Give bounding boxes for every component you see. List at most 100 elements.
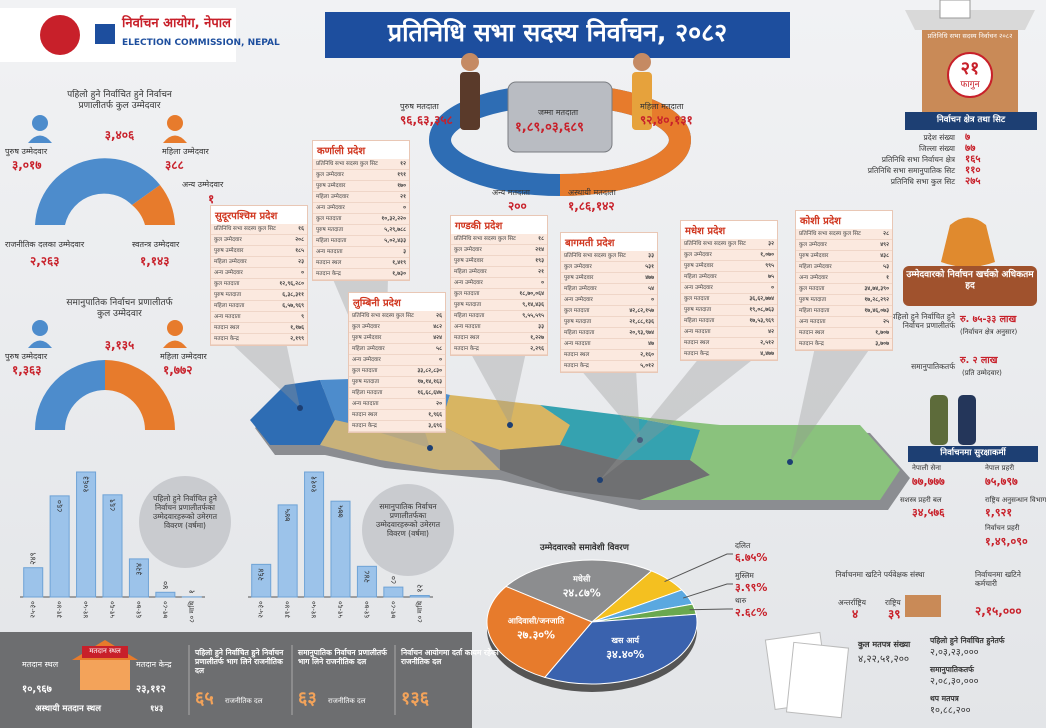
province-name: लुम्बिनी प्रदेश (349, 293, 445, 311)
bottom-band (0, 632, 472, 728)
row-label: अन्य मतदाता (454, 324, 481, 330)
label: नेपाली सेना (912, 464, 941, 472)
slice-name: दलित (735, 541, 751, 550)
chart-title: उम्मेदवारको समावेशी विवरण (540, 543, 629, 553)
row-label: मतदान स्थल (352, 412, 378, 418)
party-value: ६३ (298, 688, 317, 709)
row-value: २५ (883, 319, 889, 325)
label: राजनीतिक दलका उम्मेदवार (5, 240, 85, 249)
slice-label: ३४.४०% (606, 648, 644, 661)
province-row: पुरुष उम्मेदवार ४३८ (796, 251, 892, 262)
row-value: १६,६८,६४७ (417, 390, 442, 396)
row-value: ४७ (648, 341, 654, 347)
house (80, 660, 130, 690)
row-label: मतदान स्थल (799, 330, 825, 336)
value: २७५ (965, 176, 981, 187)
x-tick-label: २५-३० (29, 601, 37, 618)
value-label: ८० (389, 576, 398, 584)
row-value: ९,५५,५९५ (522, 313, 544, 319)
value: ४,२२,५१,२०० (858, 654, 910, 665)
label: समानुपातिकतर्फ (911, 362, 955, 371)
row-label: कुल उम्मेदवार (684, 252, 712, 258)
value: ९२,४०,१३१ (640, 113, 693, 127)
bar (76, 471, 97, 598)
house-sign-bg (82, 646, 128, 658)
province-row: मतदान स्थल १,७०७ (796, 328, 892, 339)
row-value: २३ (298, 259, 304, 265)
province-row: मतदान केन्द्र २,२९६ (451, 344, 547, 355)
gauge-male (35, 360, 105, 430)
connector (368, 429, 430, 448)
row-value: ९,१४,४३६ (522, 302, 544, 308)
row-label: महिला मतदाता (454, 313, 485, 319)
ballot-paper (939, 0, 971, 19)
province-row: मतदान स्थल १,९६६ (349, 410, 445, 421)
row-label: मतदान केन्द्र (684, 351, 709, 357)
bar (128, 558, 149, 598)
row-value: ० (301, 270, 304, 276)
row-value: १,४१९ (392, 260, 406, 266)
province-row: महिला उम्मेदवार २१ (451, 267, 547, 278)
row-label: पुरुष उम्मेदवार (316, 183, 346, 189)
province-row: पुरुष उम्मेदवार १९३ (451, 256, 547, 267)
label: समानुपातिकतर्फ (930, 665, 974, 674)
row-value: २१ (400, 194, 406, 200)
row-value: ३ (403, 249, 406, 255)
value-label: २४९ (29, 552, 38, 564)
row-value: १९३ (535, 258, 544, 264)
value: १०,९६७ (22, 684, 52, 695)
gauge-male (35, 158, 160, 225)
ballot-sheet (785, 641, 850, 719)
province-row: पुरुष मतदाता १९,०८,७६३ (681, 305, 777, 316)
row-label: मतदान केन्द्र (454, 346, 479, 352)
row-label: प्रतिनिधि सभा सदस्य कुल सिट (352, 313, 414, 319)
row-value: ५,०२,४३३ (384, 238, 406, 244)
chart-title: पहिलो हुने निर्वाचित हुने निर्वाचन प्रणा… (152, 494, 218, 530)
row-value: २६ (436, 313, 442, 319)
page-title: प्रतिनिधि सभा सदस्य निर्वाचन, २०८२ (387, 18, 728, 47)
row-label: पुरुष उम्मेदवार (684, 263, 714, 269)
staff-title: निर्वाचनमा खटिने कर्मचारी (975, 570, 1021, 588)
value-label: २४८ (362, 570, 371, 582)
row-value: ३३ (538, 324, 544, 330)
connector (580, 369, 640, 440)
row-label: अन्य उम्मेदवार (564, 297, 593, 303)
row-value: २,१९९ (290, 336, 304, 342)
province-row: पुरुष उम्मेदवार ४२४ (349, 333, 445, 344)
value-label: ७७५ (336, 505, 345, 517)
slice-label: ६.७५% (735, 551, 767, 564)
province-row: प्रतिनिधि सभा सदस्य कुल सिट ३३ (561, 251, 657, 262)
map-dot (297, 405, 303, 411)
label: अस्थायी मतदान स्थल (35, 704, 102, 714)
party-text: निर्वाचन आयोगमा दर्ता कायम रहेका राजनीति… (401, 648, 499, 666)
row-value: ३३,८२,८३० (417, 368, 442, 374)
row-value: ५३ (883, 264, 889, 270)
money-bag (941, 217, 995, 267)
row-label: कुल मतदाता (454, 291, 480, 297)
bar (356, 565, 377, 598)
row-label: अन्य मतदाता (214, 314, 241, 320)
row-label: अन्य उम्मेदवार (214, 270, 243, 276)
row-label: महिला उम्मेदवार (214, 259, 247, 265)
label: मतदान केन्द्र (136, 660, 172, 669)
row-value: १,२२७ (530, 335, 544, 341)
province-row: पुरुष उम्मेदवार १८५ (211, 246, 307, 257)
value-label: १ (187, 590, 196, 594)
province-row: महिला मतदाता ९,५५,५९५ (451, 311, 547, 322)
map-region (440, 395, 570, 450)
row-value: ४७७ (645, 275, 654, 281)
value: ४ (852, 607, 859, 621)
map-dot (637, 437, 643, 443)
bar (409, 595, 430, 598)
row-value: २,५१२ (760, 340, 774, 346)
party-value: ६५ (195, 688, 214, 709)
province-row: कुल मतदाता ३६,६२,७७४ (681, 294, 777, 305)
connector (230, 342, 300, 408)
leader-line (682, 583, 733, 599)
value: १,८९,०३,६८९ (515, 120, 584, 135)
value: २,२६३ (30, 254, 60, 268)
province-name: कोशी प्रदेश (796, 211, 892, 229)
row-value: ० (651, 297, 654, 303)
bar (155, 591, 176, 598)
label: प्रतिनिधि सभा समानुपातिक सिट (867, 166, 955, 175)
